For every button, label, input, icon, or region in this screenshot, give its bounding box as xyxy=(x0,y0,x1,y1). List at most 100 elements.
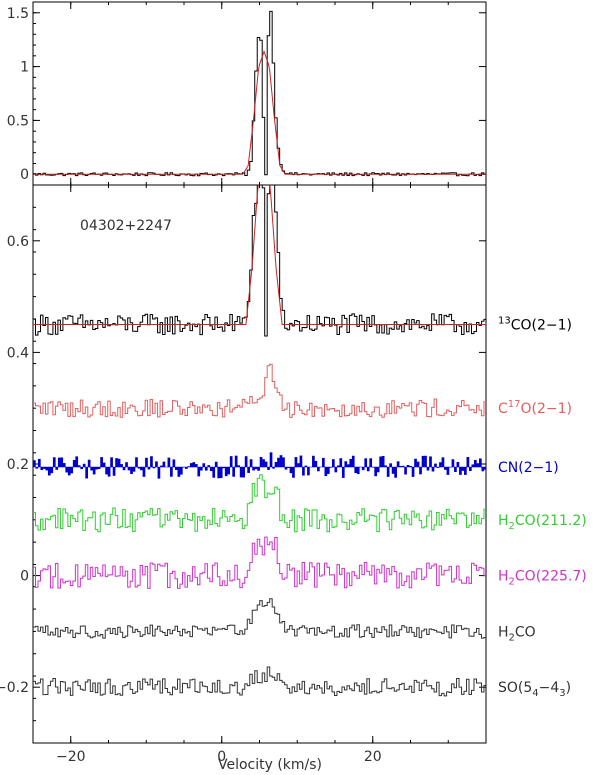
cn-channel xyxy=(456,461,460,468)
cn-channel xyxy=(55,466,59,470)
cn-channel xyxy=(396,461,400,468)
cn-channel xyxy=(137,466,141,469)
cn-channel xyxy=(45,466,49,471)
bottom-plot-area xyxy=(33,185,486,697)
cn-channel xyxy=(429,456,432,468)
cn-channel xyxy=(155,461,158,468)
cn-channel xyxy=(110,457,113,468)
cn-channel xyxy=(122,466,126,471)
cn-channel xyxy=(317,466,320,472)
cn-channel xyxy=(127,466,131,471)
cn-channel xyxy=(339,458,343,468)
cn-channel xyxy=(47,466,51,476)
cn-channel xyxy=(57,457,61,468)
cn-channel xyxy=(237,465,240,468)
xtick-label: 20 xyxy=(364,749,382,765)
cn-channel xyxy=(184,466,188,469)
cn-channel xyxy=(247,466,250,473)
series-label: CN(2−1) xyxy=(498,460,559,476)
cn-channel xyxy=(274,462,278,468)
cn-channel xyxy=(217,466,221,479)
cn-channel xyxy=(182,466,186,468)
cn-channel xyxy=(483,466,486,470)
cn-channel xyxy=(441,457,445,468)
cn-channel xyxy=(267,466,270,470)
top-ytick-label: 0 xyxy=(20,167,29,183)
cn-channel xyxy=(414,458,417,468)
cn-channel xyxy=(142,466,146,477)
cn-channel xyxy=(478,458,482,468)
cn-channel xyxy=(416,461,420,468)
cn-channel xyxy=(469,466,472,472)
cn-channel xyxy=(444,466,447,470)
series-label: 13CO(2−1) xyxy=(498,316,572,334)
cn-channel xyxy=(344,461,348,468)
cn-channel xyxy=(401,465,405,468)
cn-channel xyxy=(386,466,390,477)
cn-channel xyxy=(40,466,44,471)
cn-channel xyxy=(90,466,93,471)
top-ytick-label: 0.5 xyxy=(7,113,29,129)
cn-channel xyxy=(87,459,91,468)
cn-channel xyxy=(33,460,36,468)
cn-channel xyxy=(187,466,191,468)
cn-channel xyxy=(254,466,258,470)
cn-channel xyxy=(292,466,295,478)
cn-channel xyxy=(72,459,76,468)
cn-channel xyxy=(349,458,353,468)
cn-channel xyxy=(264,461,268,468)
cn-channel xyxy=(424,455,427,468)
cn-channel xyxy=(35,466,39,469)
series-bars-3 xyxy=(33,452,486,479)
cn-channel xyxy=(434,463,437,468)
cn-channel xyxy=(165,466,168,468)
cn-channel xyxy=(476,463,480,468)
cn-channel xyxy=(132,466,136,472)
cn-channel xyxy=(451,459,455,468)
cn-channel xyxy=(334,466,338,473)
xtick-label: −20 xyxy=(56,749,86,765)
cn-channel xyxy=(222,466,226,469)
cn-channel xyxy=(481,466,485,472)
cn-channel xyxy=(376,466,380,473)
cn-channel xyxy=(224,466,228,477)
cn-channel xyxy=(97,466,101,469)
cn-channel xyxy=(314,460,318,468)
cn-channel xyxy=(242,466,245,478)
cn-channel xyxy=(65,466,69,473)
cn-channel xyxy=(304,465,308,468)
cn-channel xyxy=(426,466,430,471)
cn-channel xyxy=(150,456,153,468)
cn-channel xyxy=(299,455,303,468)
cn-channel xyxy=(194,464,198,468)
cn-channel xyxy=(162,461,166,468)
cn-channel xyxy=(214,461,218,468)
cn-channel xyxy=(289,466,293,474)
cn-channel xyxy=(399,466,402,468)
cn-channel xyxy=(459,466,462,475)
cn-channel xyxy=(244,456,248,468)
series-label: C17O(2−1) xyxy=(498,399,572,417)
cn-channel xyxy=(446,466,450,475)
series-label: H2CO(211.2) xyxy=(498,513,587,532)
cn-channel xyxy=(219,466,223,479)
cn-channel xyxy=(204,466,208,471)
cn-channel xyxy=(466,456,470,468)
bottom-ytick-label: 0 xyxy=(20,569,29,585)
series-label: H2CO xyxy=(498,624,536,643)
cn-channel xyxy=(297,463,300,468)
cn-channel xyxy=(125,462,128,468)
cn-channel xyxy=(371,466,375,468)
cn-channel xyxy=(189,463,193,468)
cn-channel xyxy=(282,457,285,468)
cn-channel xyxy=(354,466,358,474)
cn-channel xyxy=(92,466,96,475)
cn-channel xyxy=(409,465,412,468)
x-axis-label: Velocity (km/s) xyxy=(218,757,322,773)
source-annotation: 04302+2247 xyxy=(80,218,172,234)
cn-channel xyxy=(82,463,86,468)
cn-channel xyxy=(439,462,442,468)
series-line-5 xyxy=(33,536,486,589)
cn-channel xyxy=(431,466,435,472)
